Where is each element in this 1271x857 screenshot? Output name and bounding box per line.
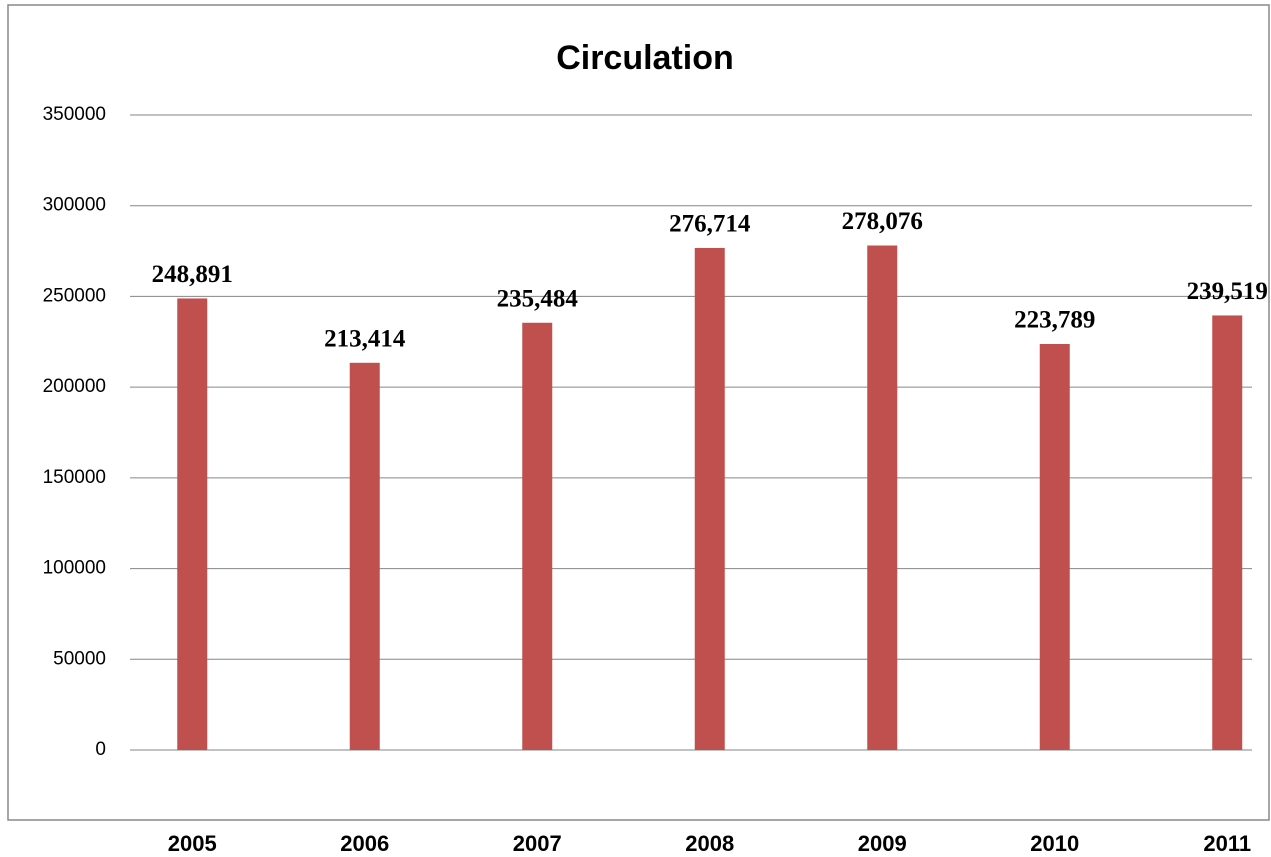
data-label: 278,076 bbox=[842, 208, 923, 235]
bar bbox=[1039, 343, 1070, 750]
bar bbox=[177, 298, 208, 750]
y-tick-label: 150000 bbox=[43, 467, 106, 488]
data-label: 235,484 bbox=[497, 285, 579, 312]
x-tick-label: 2005 bbox=[168, 831, 217, 856]
y-tick-label: 0 bbox=[95, 739, 106, 760]
data-label: 239,519 bbox=[1187, 278, 1268, 305]
x-tick-label: 2011 bbox=[1203, 831, 1251, 856]
bar bbox=[349, 362, 380, 750]
data-label: 213,414 bbox=[324, 326, 406, 353]
data-label: 276,714 bbox=[669, 211, 751, 238]
y-tick-label: 250000 bbox=[43, 285, 106, 306]
x-tick-label: 2008 bbox=[685, 831, 734, 856]
data-label: 223,789 bbox=[1014, 307, 1095, 334]
data-label: 248,891 bbox=[152, 261, 233, 288]
y-tick-label: 300000 bbox=[43, 195, 106, 216]
y-tick-label: 200000 bbox=[43, 376, 106, 397]
bar bbox=[1212, 315, 1243, 750]
y-tick-label: 350000 bbox=[43, 104, 106, 125]
bar bbox=[867, 245, 898, 750]
chart-title: Circulation bbox=[556, 39, 734, 77]
x-tick-label: 2007 bbox=[513, 831, 562, 856]
x-tick-label: 2010 bbox=[1030, 831, 1079, 856]
x-tick-label: 2009 bbox=[858, 831, 907, 856]
y-tick-label: 50000 bbox=[53, 648, 106, 669]
bar bbox=[522, 322, 553, 750]
x-tick-label: 2006 bbox=[340, 831, 389, 856]
y-tick-label: 100000 bbox=[43, 558, 106, 579]
bar bbox=[694, 247, 725, 751]
